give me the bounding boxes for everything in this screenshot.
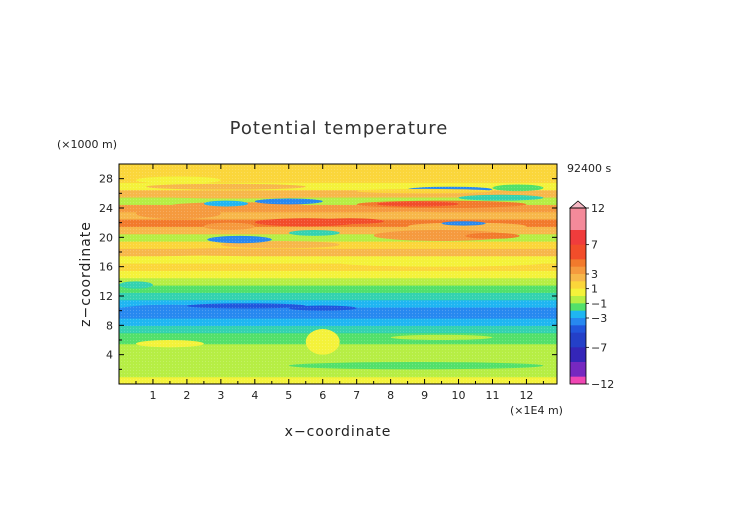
colorbar-label: −3: [591, 312, 607, 325]
colorbar-segment: [570, 266, 586, 275]
x-tick-label: 5: [285, 389, 292, 402]
chart-title: Potential temperature: [230, 118, 449, 139]
colorbar-label: 3: [591, 268, 598, 281]
colorbar-segment: [570, 296, 586, 304]
colorbar-segment: [570, 274, 586, 282]
colorbar-segment: [570, 318, 586, 326]
colorbar-segment: [570, 230, 586, 238]
x-tick-label: 7: [353, 389, 360, 402]
colorbar-label: −12: [591, 378, 614, 391]
y-tick-label: 8: [106, 319, 113, 332]
colorbar-segment: [570, 244, 586, 253]
colorbar-segment: [570, 325, 586, 334]
y-tick-label: 16: [99, 261, 113, 274]
plot-area: [119, 164, 557, 384]
x-unit-label: (×1E4 m): [510, 404, 563, 417]
colorbar-segment: [570, 288, 586, 297]
x-tick-label: 8: [387, 389, 394, 402]
colorbar-label: 7: [591, 239, 598, 252]
colorbar-segment: [570, 303, 586, 312]
colorbar-segment: [570, 332, 586, 341]
y-axis-ticks: 4 8 12 16 20 24 28: [99, 173, 557, 370]
x-tick-label: 9: [421, 389, 428, 402]
y-tick-label: 12: [99, 290, 113, 303]
x-tick-label: 1: [149, 389, 156, 402]
x-tick-label: 10: [452, 389, 466, 402]
colorbar-top-arrow: [568, 200, 588, 209]
colorbar-label: −1: [591, 297, 607, 310]
y-tick-label: 4: [106, 349, 113, 362]
colorbar-label: 1: [591, 283, 598, 296]
colorbar-segment: [570, 281, 586, 290]
colorbar-frame: [569, 207, 587, 385]
colorbar-labels: 12 7 3 1−1 −3 −7 −12: [586, 202, 614, 391]
x-tick-label: 12: [519, 389, 533, 402]
colorbar-segment: [570, 208, 586, 216]
x-axis-label: x−coordinate: [285, 424, 392, 440]
colorbar: [568, 200, 588, 385]
colorbar-segment: [570, 354, 586, 363]
colorbar-segment: [570, 376, 586, 385]
colorbar-segment: [570, 222, 586, 231]
colorbar-segment: [570, 369, 586, 378]
y-tick-label: 24: [99, 202, 113, 215]
y-tick-label: 28: [99, 173, 113, 186]
x-tick-label: 11: [485, 389, 499, 402]
y-unit-label: (×1000 m): [57, 138, 117, 151]
colorbar-label: 12: [591, 202, 605, 215]
x-tick-label: 4: [251, 389, 258, 402]
x-tick-label: 2: [183, 389, 190, 402]
time-label: 92400 s: [567, 162, 611, 175]
x-axis-ticks: 1 2 3 4 5 6 7 8 9 10 11 12: [135, 164, 544, 402]
colorbar-segment: [570, 310, 586, 319]
y-axis-label: z−coordinate: [78, 221, 94, 327]
colorbar-segment: [570, 252, 586, 260]
y-tick-label: 20: [99, 231, 113, 244]
plot-frame: [118, 163, 558, 385]
colorbar-label: −7: [591, 341, 607, 354]
colorbar-segment: [570, 259, 586, 268]
x-tick-label: 6: [319, 389, 326, 402]
colorbar-segment: [570, 362, 586, 370]
colorbar-segment: [570, 237, 586, 246]
colorbar-segment: [570, 215, 586, 224]
colorbar-segment: [570, 340, 586, 348]
x-tick-label: 3: [217, 389, 224, 402]
colorbar-segment: [570, 347, 586, 356]
